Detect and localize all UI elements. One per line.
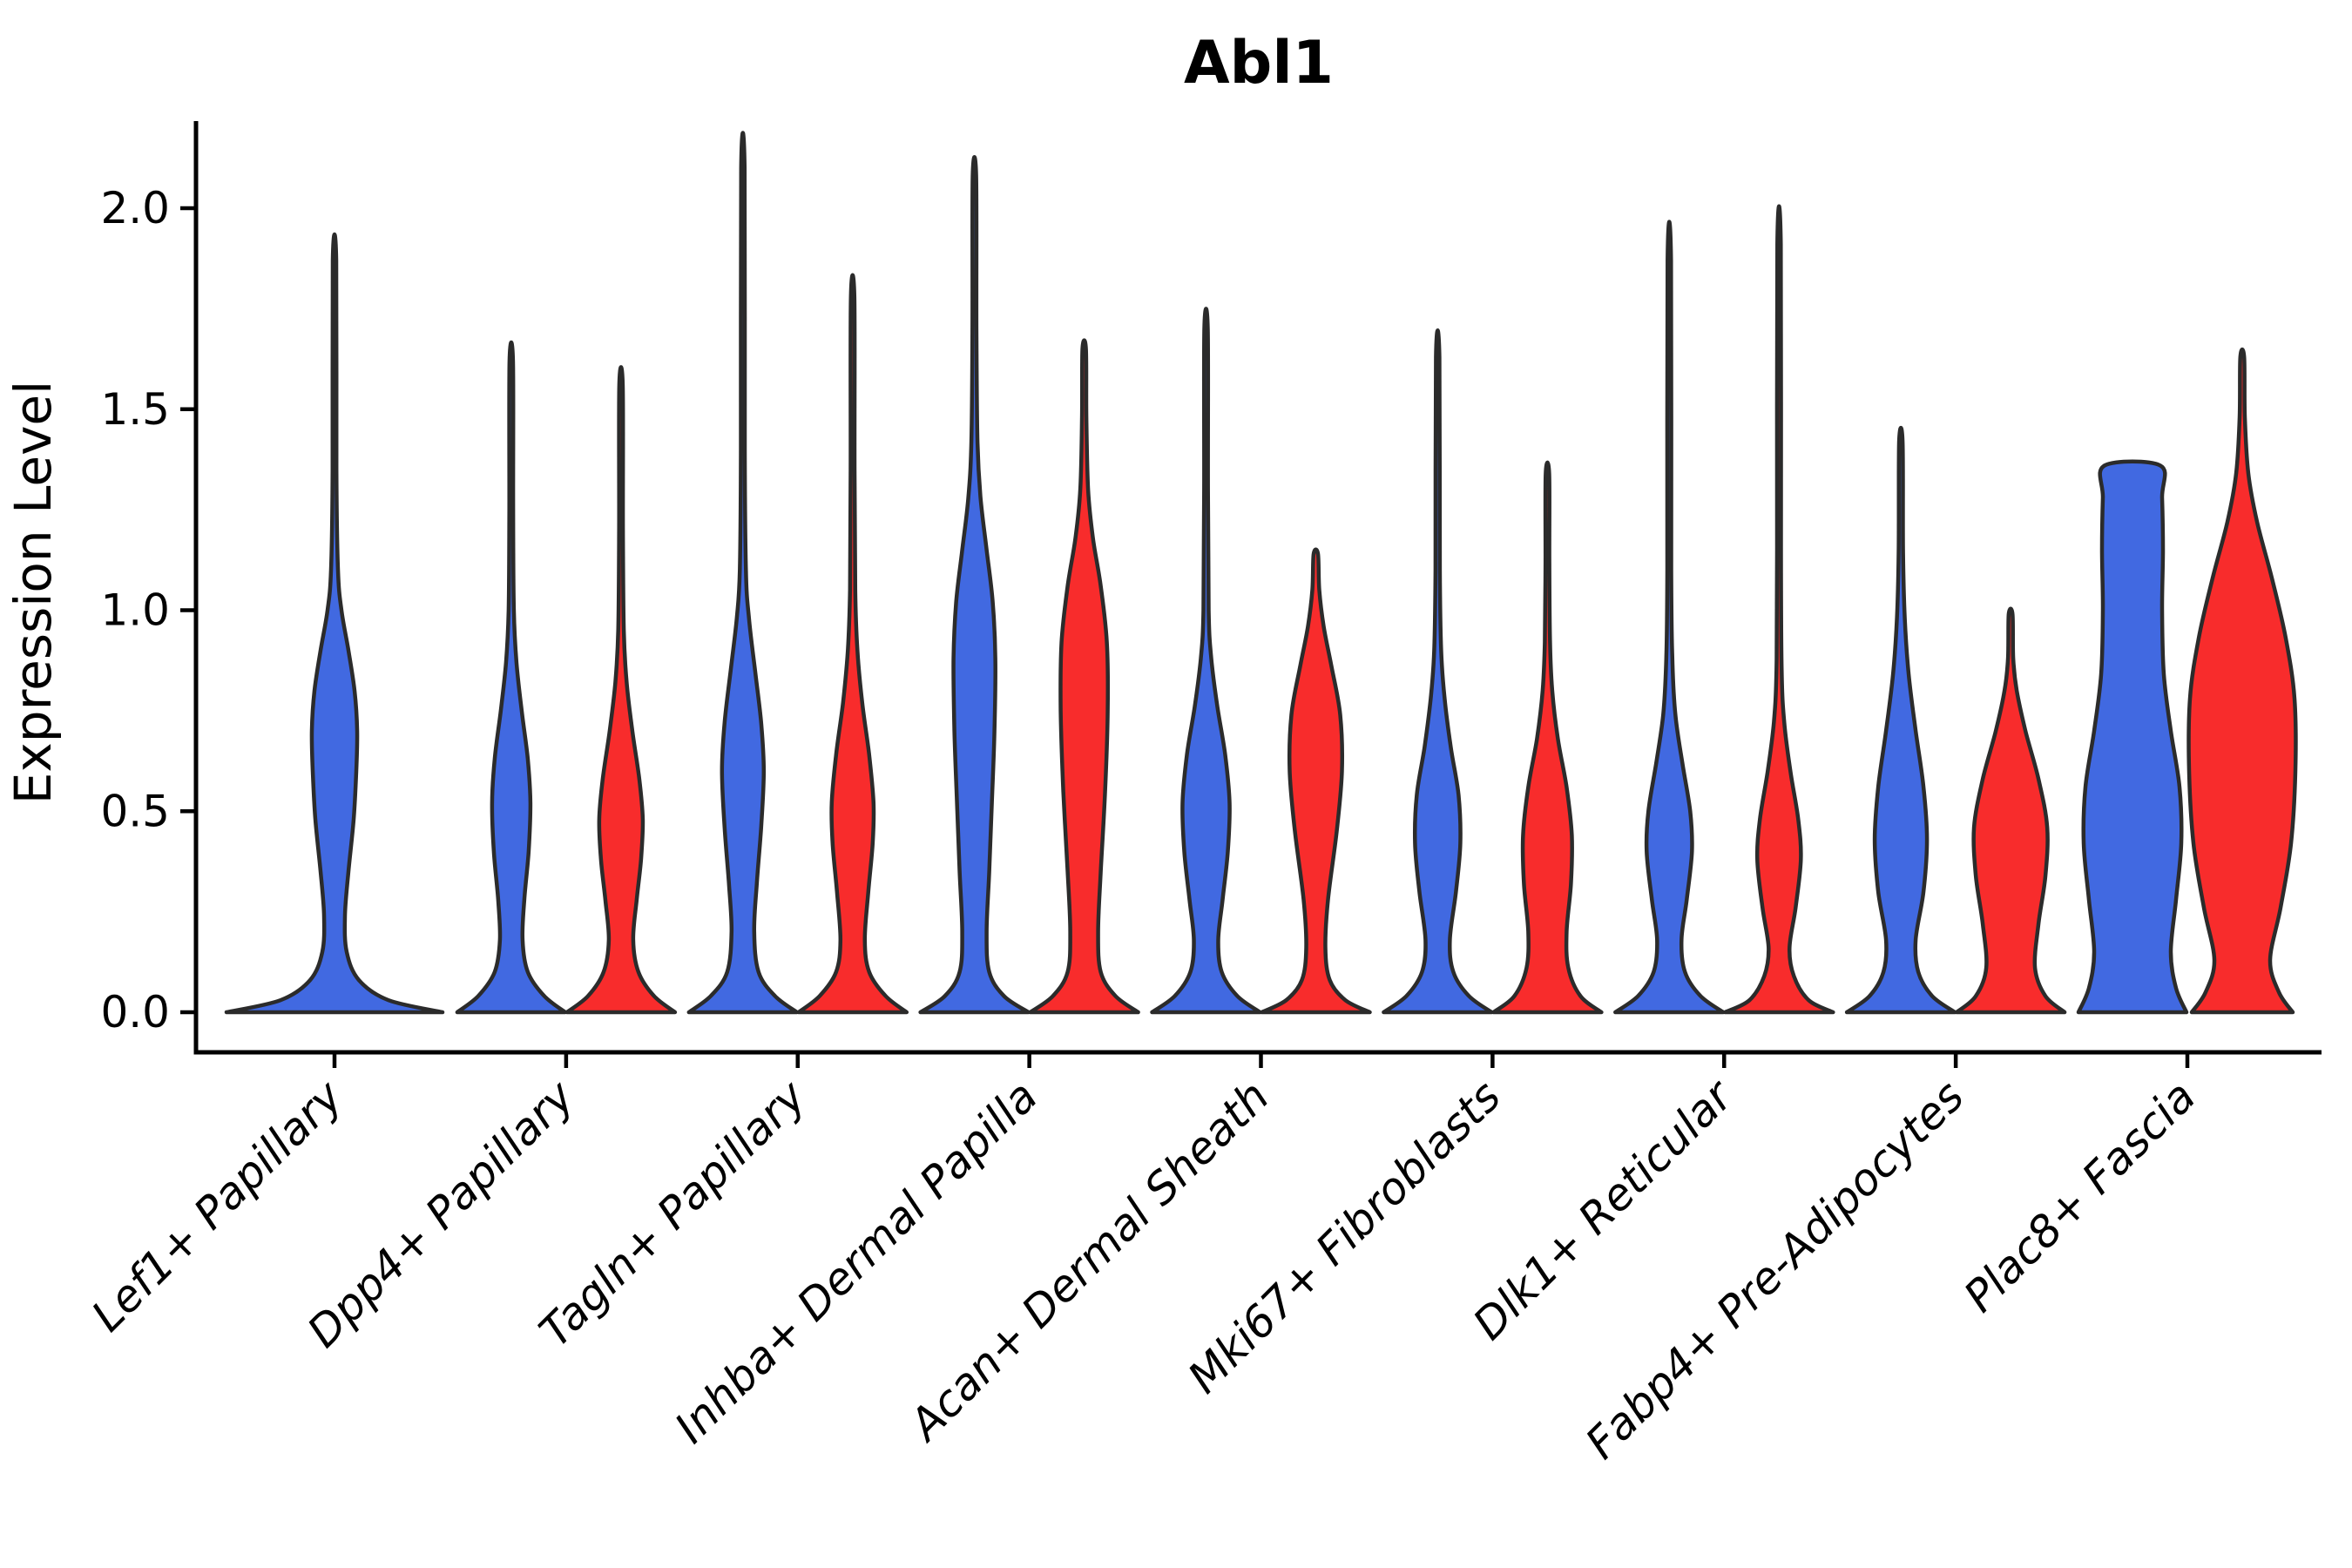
plot-title: Abl1 <box>1184 29 1334 98</box>
x-tick-label-plac8-fascia: Plac8+ Fascia <box>1955 1071 2206 1321</box>
violin-mki67-fibroblasts-blue <box>1382 328 1494 1015</box>
violin-dpp4-papillary-blue <box>455 340 568 1015</box>
violins <box>224 131 2298 1015</box>
violin-inhba-dermal-papilla-blue <box>918 154 1031 1015</box>
violin-tagln-papillary-red <box>796 273 909 1015</box>
violin-fabp4-pre-adipocytes-blue <box>1844 425 1957 1015</box>
violin-plac8-fascia-red <box>2186 347 2298 1015</box>
y-tick-label: 0.5 <box>100 786 170 836</box>
violin-dlk1-reticular-blue <box>1613 220 1726 1015</box>
violin-tagln-papillary-blue <box>686 131 800 1015</box>
violin-plac8-fascia-blue <box>2076 459 2189 1015</box>
violin-dpp4-papillary-red <box>564 365 678 1015</box>
x-tick-label-lef1-papillary: Lef1+ Papillary <box>82 1070 353 1341</box>
violin-fabp4-pre-adipocytes-red <box>1954 606 2067 1015</box>
y-tick-label: 0.0 <box>100 987 170 1037</box>
y-tick-label: 2.0 <box>100 183 170 233</box>
violin-acan-dermal-sheath-blue <box>1150 307 1262 1015</box>
violin-acan-dermal-sheath-red <box>1260 547 1372 1015</box>
y-tick-label: 1.5 <box>100 384 170 435</box>
x-tick-label-fabp4-pre-adipocytes: Fabp4+ Pre-Adipocytes <box>1576 1071 1974 1469</box>
axis-spines <box>193 121 2322 1055</box>
violin-inhba-dermal-papilla-red <box>1028 338 1140 1015</box>
y-axis-label: Expression Level <box>3 381 63 804</box>
violin-mki67-fibroblasts-red <box>1491 460 1604 1015</box>
y-tick-label: 1.0 <box>100 585 170 636</box>
violin-dlk1-reticular-red <box>1723 204 1835 1015</box>
violin-lef1-papillary-blue <box>224 232 445 1015</box>
axes <box>180 121 2322 1068</box>
